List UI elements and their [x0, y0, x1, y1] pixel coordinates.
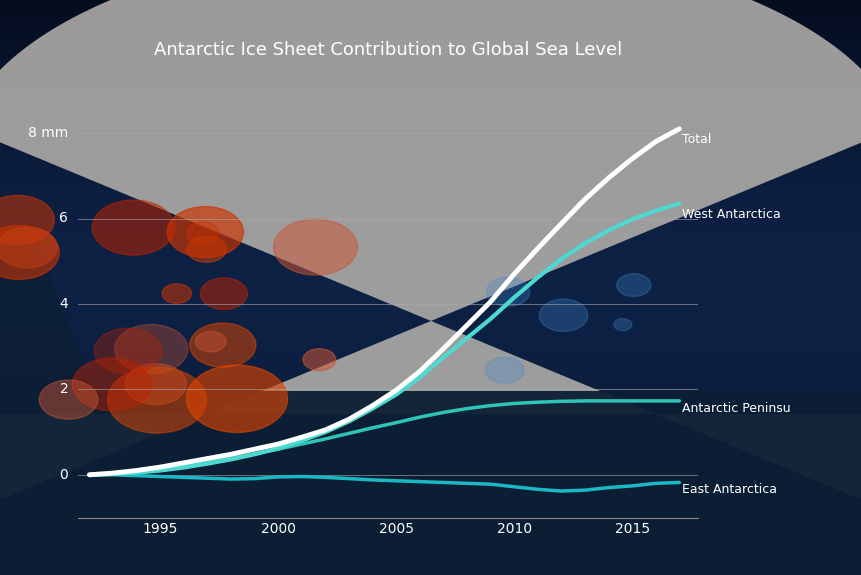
Text: Total: Total: [681, 133, 710, 146]
Circle shape: [94, 328, 162, 374]
Circle shape: [0, 227, 58, 268]
Polygon shape: [0, 391, 861, 575]
Text: Antarctic Peninsu: Antarctic Peninsu: [681, 402, 790, 415]
Circle shape: [486, 277, 530, 306]
Text: West Antarctica: West Antarctica: [681, 208, 779, 221]
Circle shape: [108, 367, 207, 433]
Circle shape: [187, 236, 226, 262]
Circle shape: [613, 319, 631, 331]
Polygon shape: [0, 230, 103, 414]
Circle shape: [539, 299, 587, 331]
Text: 2: 2: [59, 382, 68, 396]
Circle shape: [0, 196, 54, 244]
Circle shape: [125, 363, 186, 405]
Text: 0: 0: [59, 468, 68, 482]
Polygon shape: [0, 0, 861, 518]
Circle shape: [273, 219, 357, 275]
Text: 4: 4: [59, 297, 68, 311]
Circle shape: [186, 222, 219, 244]
Text: 6: 6: [59, 212, 68, 225]
Circle shape: [186, 365, 288, 432]
Circle shape: [195, 331, 226, 352]
Circle shape: [200, 278, 247, 309]
Circle shape: [167, 206, 243, 258]
Circle shape: [162, 283, 191, 304]
Circle shape: [485, 357, 523, 383]
Circle shape: [92, 200, 175, 255]
Text: East Antarctica: East Antarctica: [681, 483, 776, 496]
Circle shape: [189, 323, 256, 367]
Circle shape: [302, 348, 336, 371]
Circle shape: [115, 324, 188, 373]
Circle shape: [39, 380, 98, 419]
Title: Antarctic Ice Sheet Contribution to Global Sea Level: Antarctic Ice Sheet Contribution to Glob…: [153, 41, 622, 59]
Circle shape: [0, 225, 59, 279]
Circle shape: [616, 274, 650, 297]
Circle shape: [72, 358, 151, 411]
Text: 8 mm: 8 mm: [28, 126, 68, 140]
